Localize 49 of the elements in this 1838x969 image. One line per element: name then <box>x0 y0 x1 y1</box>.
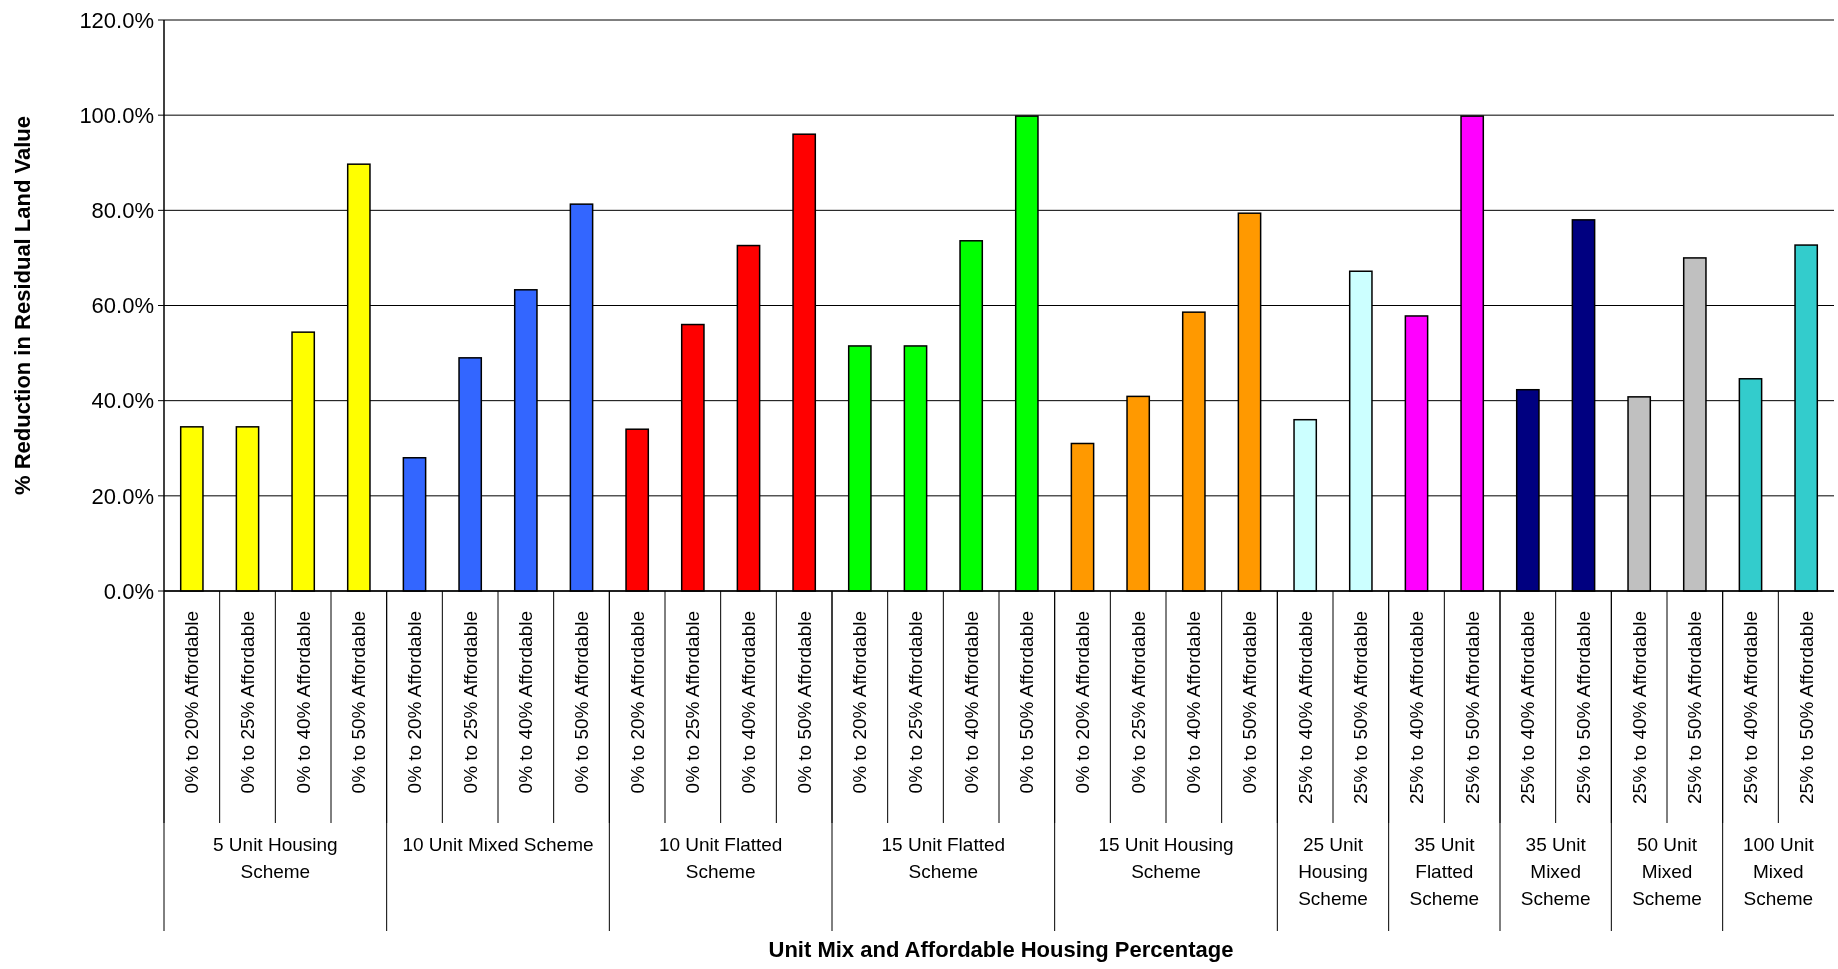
x-tick-label: 0% to 20% Affordable <box>849 611 871 794</box>
x-tick-label: 0% to 50% Affordable <box>1016 611 1038 794</box>
x-tick-label: 25% to 40% Affordable <box>1517 611 1539 804</box>
x-tick-label: 0% to 40% Affordable <box>515 611 537 794</box>
text: 100 Unit Mixed Scheme <box>1742 834 1815 909</box>
x-tick-label: 0% to 50% Affordable <box>571 611 593 794</box>
x-tick-label: 0% to 25% Affordable <box>682 611 704 794</box>
text: 35 Unit Flatted Scheme <box>1409 834 1480 909</box>
x-tick-label: 0% to 25% Affordable <box>1127 611 1149 794</box>
y-tick-label: 120.0% <box>79 7 154 33</box>
text: 5 Unit Housing Scheme <box>213 834 338 882</box>
text: 10 Unit Flatted Scheme <box>658 834 783 882</box>
x-tick-label: 0% to 40% Affordable <box>960 611 982 794</box>
x-tick-label: 25% to 40% Affordable <box>1406 611 1428 804</box>
text: 35 Unit Mixed Scheme <box>1520 834 1591 909</box>
x-tick-label: 25% to 50% Affordable <box>1684 611 1706 804</box>
x-tick-label: 25% to 40% Affordable <box>1294 611 1316 804</box>
x-tick-label: 0% to 20% Affordable <box>1072 611 1094 794</box>
text: 15 Unit Flatted Scheme <box>881 834 1006 882</box>
x-tick-label: 0% to 40% Affordable <box>738 611 760 794</box>
y-tick-label: 20.0% <box>91 483 154 509</box>
y-tick-label: 40.0% <box>91 388 154 414</box>
text: 25 Unit Housing Scheme <box>1298 834 1368 909</box>
x-tick-label: 0% to 25% Affordable <box>905 611 927 794</box>
x-tick-label: 25% to 50% Affordable <box>1573 611 1595 804</box>
x-tick-label: 0% to 25% Affordable <box>237 611 259 794</box>
x-tick-label: 0% to 40% Affordable <box>292 611 314 794</box>
y-tick-label: 80.0% <box>91 198 154 224</box>
text: Unit Mix and Affordable Housing Percentage <box>768 937 1234 962</box>
x-tick-label: 25% to 50% Affordable <box>1461 611 1483 804</box>
x-tick-label: 0% to 50% Affordable <box>793 611 815 794</box>
x-tick-label: 0% to 20% Affordable <box>181 611 203 794</box>
y-tick-label: 60.0% <box>91 293 154 319</box>
y-tick-label: 0.0% <box>103 578 154 604</box>
x-tick-label: 25% to 50% Affordable <box>1350 611 1372 804</box>
text: 50 Unit Mixed Scheme <box>1632 834 1702 909</box>
x-tick-label: 0% to 50% Affordable <box>348 611 370 794</box>
x-tick-label: 0% to 25% Affordable <box>459 611 481 794</box>
x-tick-label: 25% to 40% Affordable <box>1628 611 1650 804</box>
x-tick-label: 0% to 20% Affordable <box>404 611 426 794</box>
x-tick-label: 0% to 50% Affordable <box>1239 611 1261 794</box>
text: 10 Unit Mixed Scheme <box>402 834 594 855</box>
y-axis-title: % Reduction in Residual Land Value <box>10 116 35 495</box>
x-tick-label: 0% to 20% Affordable <box>626 611 648 794</box>
text: 15 Unit Housing Scheme <box>1098 834 1234 882</box>
x-tick-label: 25% to 50% Affordable <box>1795 611 1817 804</box>
y-tick-label: 100.0% <box>79 102 154 128</box>
x-tick-label: 25% to 40% Affordable <box>1740 611 1762 804</box>
x-tick-label: 0% to 40% Affordable <box>1183 611 1205 794</box>
